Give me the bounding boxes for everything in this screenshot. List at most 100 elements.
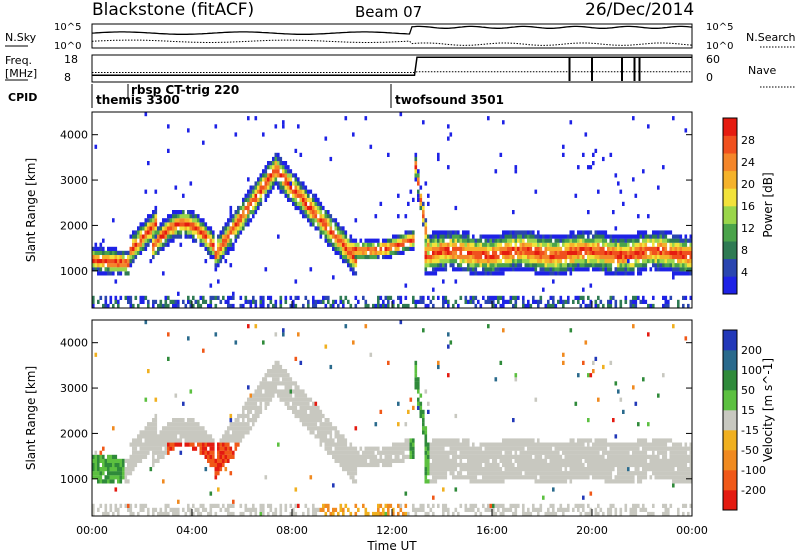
velocity-cell: [462, 462, 465, 468]
velocity-cell: [287, 381, 290, 386]
power-cell: [424, 267, 428, 272]
velocity-cell: [107, 454, 110, 459]
velocity-cell: [387, 511, 390, 517]
velocity-cell: [384, 462, 388, 468]
velocity-cell: [484, 479, 488, 484]
power-cell: [612, 259, 615, 264]
power-cell: [294, 279, 298, 284]
power-cell: [487, 271, 490, 276]
velocity-cell: [182, 422, 185, 427]
velocity-cell: [424, 471, 428, 476]
power-cell: [197, 222, 200, 227]
power-cell: [429, 238, 433, 243]
power-cell: [522, 267, 525, 272]
velocity-cell: [564, 467, 568, 472]
power-cell: [312, 214, 315, 219]
power-cell: [214, 263, 218, 268]
velocity-cell: [264, 377, 268, 382]
velocity-cell: [259, 401, 263, 406]
power-cell: [584, 303, 588, 309]
velocity-cell: [567, 471, 570, 476]
power-cell: [464, 230, 468, 235]
power-cell: [304, 197, 308, 202]
power-cell: [592, 242, 595, 247]
power-cell: [229, 303, 233, 309]
power-cell: [219, 230, 223, 235]
velocity-cell: [459, 454, 463, 459]
power-cell: [452, 267, 455, 272]
velocity-cell: [149, 467, 153, 472]
velocity-cell: [192, 418, 195, 423]
power-cell: [637, 267, 640, 272]
power-cell: [137, 242, 140, 247]
power-cell: [587, 263, 590, 268]
power-cell: [182, 299, 185, 304]
velocity-cell: [682, 462, 685, 468]
velocity-cell: [582, 467, 585, 472]
power-cell: [669, 259, 673, 264]
power-cell: [654, 254, 658, 260]
velocity-cell: [299, 405, 303, 410]
power-cell: [602, 259, 605, 264]
velocity-cell: [372, 511, 375, 517]
power-cell: [362, 254, 365, 260]
power-cell: [267, 303, 270, 309]
power-cell: [109, 295, 113, 300]
colorbar-tick-label: -100: [741, 464, 766, 477]
power-cell: [129, 246, 133, 251]
power-cell: [282, 189, 285, 194]
power-cell: [387, 254, 390, 260]
velocity-cell: [397, 511, 400, 517]
velocity-cell: [242, 426, 245, 431]
velocity-cell: [544, 511, 548, 517]
velocity-cell: [514, 446, 518, 451]
power-cell: [507, 234, 510, 239]
velocity-cell: [107, 511, 110, 517]
velocity-cell: [164, 450, 168, 455]
power-cell: [489, 271, 493, 276]
velocity-cell: [339, 450, 343, 455]
power-cell: [539, 295, 543, 300]
velocity-cell: [354, 467, 358, 472]
velocity-cell: [549, 503, 553, 508]
power-cell: [297, 185, 300, 190]
power-cell: [684, 250, 688, 255]
power-cell: [554, 303, 558, 309]
velocity-cell: [369, 462, 373, 468]
power-cell: [674, 246, 678, 251]
power-cell: [352, 250, 355, 255]
velocity-cell: [159, 430, 163, 435]
velocity-cell: [377, 458, 380, 463]
power-cell: [172, 218, 175, 223]
power-cell: [432, 246, 435, 251]
power-cell: [164, 299, 168, 304]
power-cell: [107, 263, 110, 268]
power-cell: [447, 299, 450, 304]
velocity-cell: [354, 454, 358, 459]
power-cell: [664, 267, 668, 272]
velocity-cell: [442, 442, 445, 447]
power-cell: [672, 271, 675, 276]
velocity-cell: [517, 467, 520, 472]
velocity-cell: [469, 507, 473, 512]
velocity-cell: [259, 397, 263, 402]
velocity-cell: [264, 475, 268, 480]
power-cell: [587, 259, 590, 264]
power-cell: [594, 234, 598, 239]
velocity-cell: [579, 511, 583, 517]
velocity-cell: [569, 479, 573, 484]
power-cell: [547, 242, 550, 247]
power-cell: [134, 238, 138, 243]
velocity-cell: [192, 442, 195, 447]
power-cell: [222, 295, 225, 300]
power-cell: [152, 230, 155, 235]
power-cell: [554, 254, 558, 260]
power-cell: [477, 299, 480, 304]
velocity-cell: [237, 418, 240, 423]
power-cell: [504, 267, 508, 272]
velocity-cell: [502, 438, 505, 443]
velocity-cell: [512, 418, 515, 423]
velocity-cell: [534, 479, 538, 484]
power-cell: [254, 181, 258, 186]
velocity-cell: [292, 397, 295, 402]
